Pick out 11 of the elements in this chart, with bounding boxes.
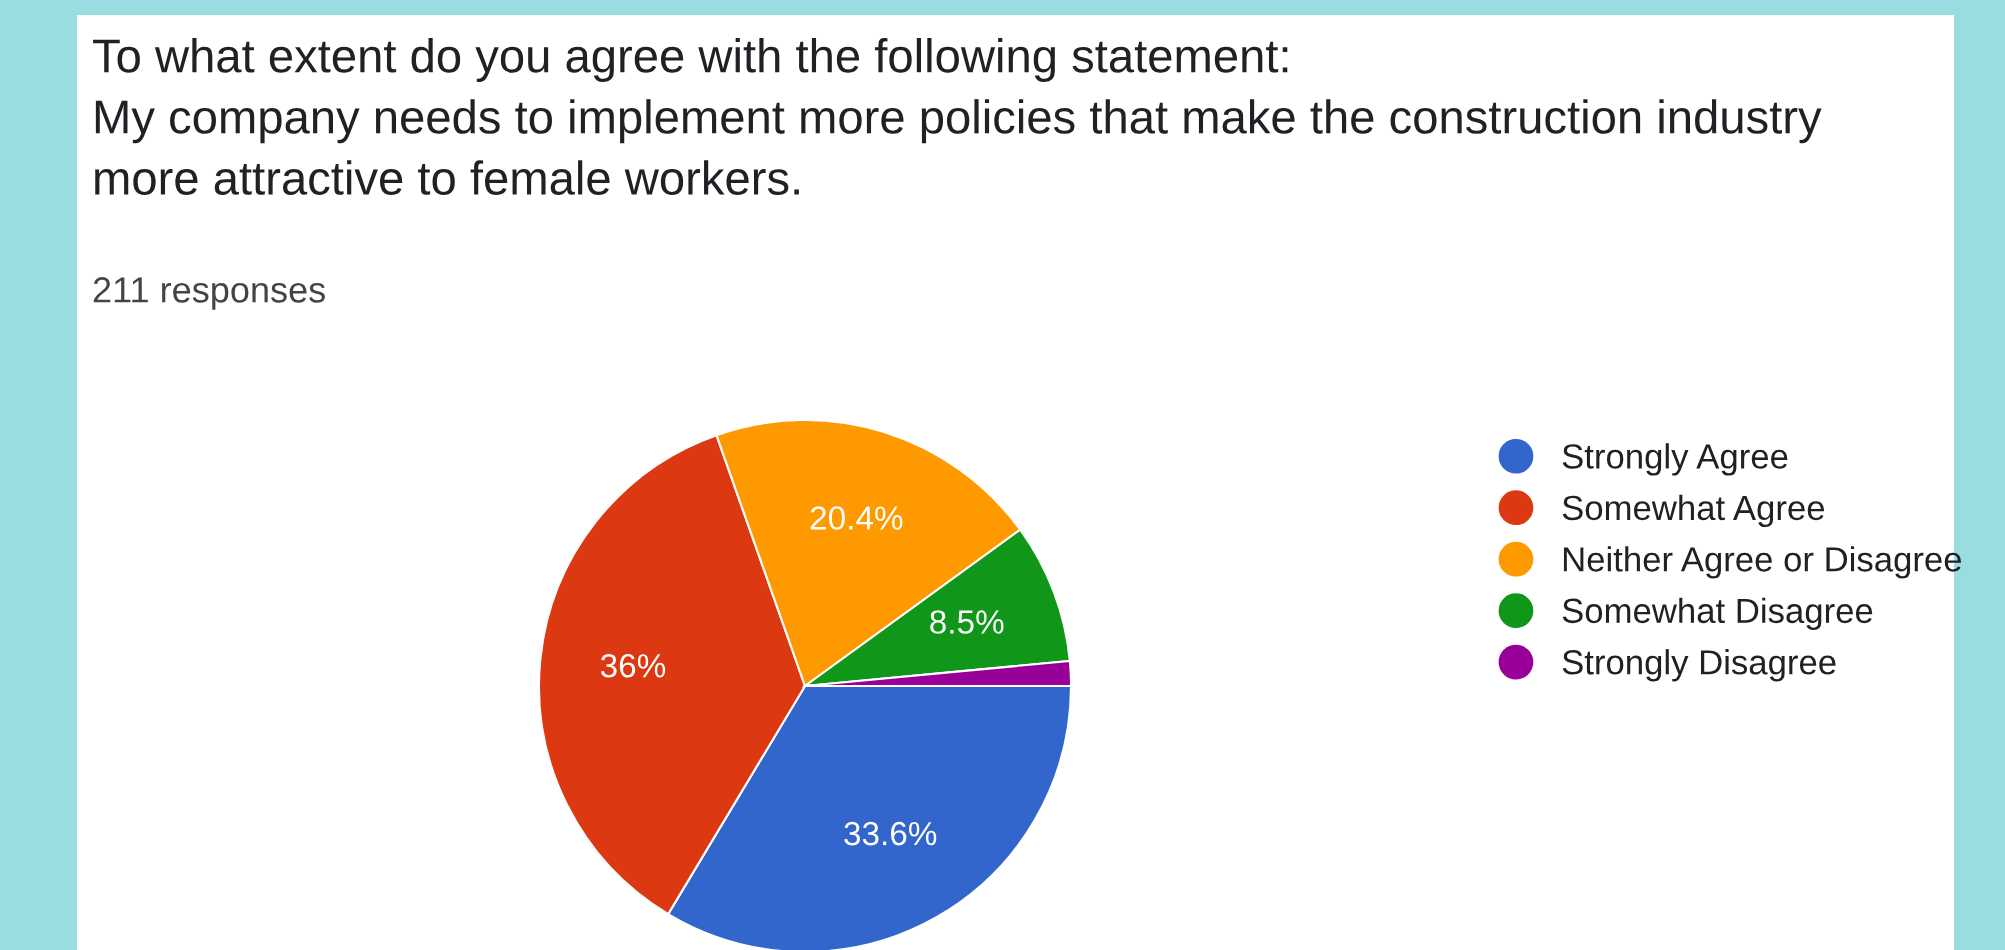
data-label: 8.5% xyxy=(930,610,1004,634)
text: 211 responses xyxy=(93,277,325,310)
data-label: 36% xyxy=(600,653,666,678)
legend-label: Somewhat Disagree xyxy=(1562,597,1873,631)
legend-label: Strongly Agree xyxy=(1562,443,1788,476)
data-label: 20.4% xyxy=(810,506,903,530)
legend-label: Neither Agree or Disagree xyxy=(1563,546,1962,579)
legend-label: Strongly Disagree xyxy=(1562,649,1836,682)
chart-title: To what extent do you agree with the following statement: My company needs to implement more policies that make the construction industry more attractive to female workers. xyxy=(93,38,1822,195)
data-label: 33.6% xyxy=(844,821,937,846)
legend-label: Somewhat Agree xyxy=(1562,494,1825,528)
